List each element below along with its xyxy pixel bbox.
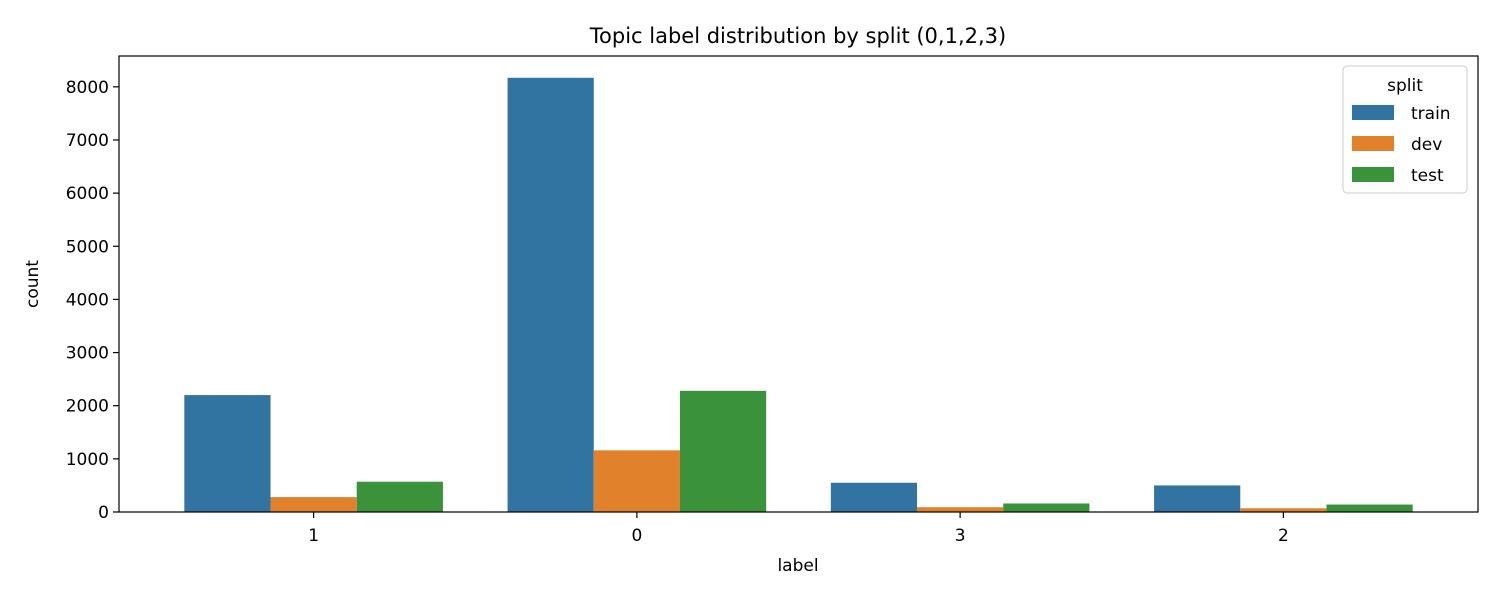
legend-swatch-train bbox=[1352, 105, 1394, 120]
bar-dev-label-2 bbox=[1240, 508, 1327, 512]
legend-swatch-test bbox=[1352, 167, 1394, 182]
x-axis-label: label bbox=[777, 556, 818, 576]
bar-train-label-0 bbox=[507, 77, 594, 512]
x-tick-label: 0 bbox=[631, 526, 642, 546]
chart-title: Topic label distribution by split (0,1,2… bbox=[589, 24, 1006, 48]
y-tick-label: 1000 bbox=[66, 450, 109, 470]
bars bbox=[184, 77, 1413, 512]
y-tick-label: 3000 bbox=[66, 344, 109, 364]
bar-dev-label-1 bbox=[270, 497, 357, 512]
y-tick-label: 5000 bbox=[66, 237, 109, 257]
bar-test-label-2 bbox=[1326, 504, 1413, 512]
y-tick-label: 7000 bbox=[66, 131, 109, 151]
bar-train-label-1 bbox=[184, 395, 271, 512]
x-tick-label: 3 bbox=[955, 526, 966, 546]
legend-label-train: train bbox=[1411, 104, 1451, 124]
x-tick-label: 2 bbox=[1278, 526, 1289, 546]
bar-dev-label-3 bbox=[917, 507, 1004, 512]
y-tick-label: 8000 bbox=[66, 78, 109, 98]
y-axis-label: count bbox=[23, 260, 43, 308]
bar-dev-label-0 bbox=[593, 450, 680, 512]
legend-label-test: test bbox=[1411, 166, 1444, 186]
plot-frame bbox=[118, 55, 1479, 513]
bar-train-label-3 bbox=[830, 482, 918, 512]
y-tick-label: 4000 bbox=[66, 290, 109, 310]
axis-ticks: 1 0 3 2 0 1000 2000 3000 4000 5000 6000 7000 8000 bbox=[66, 78, 1289, 546]
y-tick-label: 6000 bbox=[66, 184, 109, 204]
legend-title: split bbox=[1387, 76, 1423, 96]
bar-train-label-2 bbox=[1154, 485, 1241, 512]
y-tick-label: 2000 bbox=[66, 397, 109, 417]
legend-frame bbox=[1342, 65, 1468, 194]
legend: split train dev test bbox=[1342, 65, 1468, 194]
legend-swatch-dev bbox=[1352, 136, 1394, 151]
bar-test-label-0 bbox=[679, 390, 767, 512]
x-tick-label: 1 bbox=[308, 526, 319, 546]
legend-label-dev: dev bbox=[1411, 135, 1442, 155]
bar-test-label-3 bbox=[1003, 503, 1090, 512]
bar-test-label-1 bbox=[356, 481, 443, 512]
y-tick-label: 0 bbox=[98, 503, 109, 523]
